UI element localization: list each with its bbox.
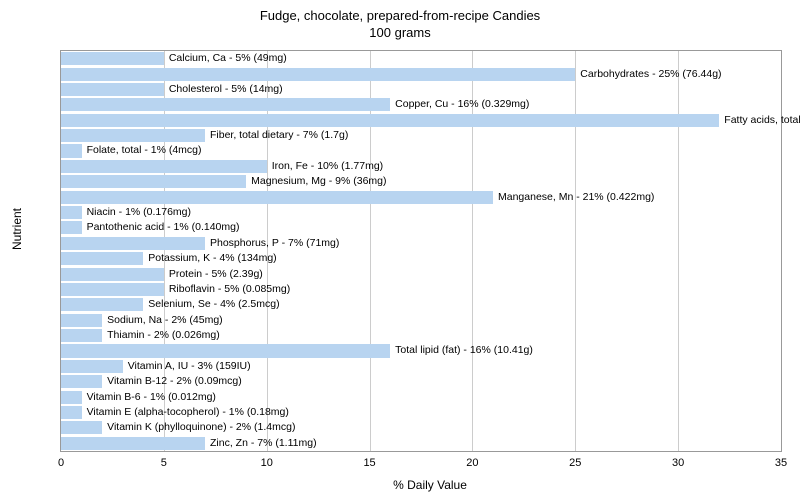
bar: Folate, total - 1% (4mcg) [61, 144, 82, 157]
bar-label: Pantothenic acid - 1% (0.140mg) [82, 221, 240, 234]
x-tick-label: 25 [569, 457, 581, 469]
bar-label: Potassium, K - 4% (134mg) [143, 252, 276, 265]
x-tick-label: 35 [775, 457, 787, 469]
x-tick-label: 15 [363, 457, 375, 469]
bar-label: Vitamin B-12 - 2% (0.09mcg) [102, 375, 242, 388]
bar-label: Magnesium, Mg - 9% (36mg) [246, 175, 386, 188]
bar-label: Copper, Cu - 16% (0.329mg) [390, 98, 529, 111]
bar-label: Total lipid (fat) - 16% (10.41g) [390, 344, 533, 357]
gridline [575, 51, 576, 451]
bar: Cholesterol - 5% (14mg) [61, 83, 164, 96]
gridline [678, 51, 679, 451]
bar: Fatty acids, total saturated - 32% (6.44… [61, 114, 719, 127]
bar: Pantothenic acid - 1% (0.140mg) [61, 221, 82, 234]
bar-label: Protein - 5% (2.39g) [164, 268, 263, 281]
plot-area: 05101520253035Calcium, Ca - 5% (49mg)Car… [60, 50, 782, 452]
bar: Phosphorus, P - 7% (71mg) [61, 237, 205, 250]
bar: Vitamin E (alpha-tocopherol) - 1% (0.18m… [61, 406, 82, 419]
bar: Copper, Cu - 16% (0.329mg) [61, 98, 390, 111]
bar-label: Riboflavin - 5% (0.085mg) [164, 283, 290, 296]
x-tick-label: 10 [261, 457, 273, 469]
bar-label: Vitamin B-6 - 1% (0.012mg) [82, 391, 216, 404]
bar-label: Vitamin A, IU - 3% (159IU) [123, 360, 251, 373]
bar-label: Manganese, Mn - 21% (0.422mg) [493, 191, 654, 204]
bar: Vitamin B-6 - 1% (0.012mg) [61, 391, 82, 404]
bar: Thiamin - 2% (0.026mg) [61, 329, 102, 342]
bar: Iron, Fe - 10% (1.77mg) [61, 160, 267, 173]
bar: Sodium, Na - 2% (45mg) [61, 314, 102, 327]
bar-label: Thiamin - 2% (0.026mg) [102, 329, 220, 342]
bar: Protein - 5% (2.39g) [61, 268, 164, 281]
bar: Vitamin B-12 - 2% (0.09mcg) [61, 375, 102, 388]
bar-label: Vitamin E (alpha-tocopherol) - 1% (0.18m… [82, 406, 289, 419]
bar-label: Niacin - 1% (0.176mg) [82, 206, 191, 219]
bar: Zinc, Zn - 7% (1.11mg) [61, 437, 205, 450]
bar: Niacin - 1% (0.176mg) [61, 206, 82, 219]
bar: Riboflavin - 5% (0.085mg) [61, 283, 164, 296]
y-axis-label: Nutrient [10, 208, 24, 250]
bar: Potassium, K - 4% (134mg) [61, 252, 143, 265]
bar: Vitamin A, IU - 3% (159IU) [61, 360, 123, 373]
bar: Vitamin K (phylloquinone) - 2% (1.4mcg) [61, 421, 102, 434]
x-tick-label: 20 [466, 457, 478, 469]
bar-label: Cholesterol - 5% (14mg) [164, 83, 283, 96]
bar: Calcium, Ca - 5% (49mg) [61, 52, 164, 65]
bar-label: Fiber, total dietary - 7% (1.7g) [205, 129, 348, 142]
bar: Total lipid (fat) - 16% (10.41g) [61, 344, 390, 357]
chart-title: Fudge, chocolate, prepared-from-recipe C… [0, 0, 800, 42]
bar: Fiber, total dietary - 7% (1.7g) [61, 129, 205, 142]
bar-label: Fatty acids, total saturated - 32% (6.44… [719, 114, 800, 127]
bar-label: Folate, total - 1% (4mcg) [82, 144, 202, 157]
bar: Manganese, Mn - 21% (0.422mg) [61, 191, 493, 204]
bar-label: Zinc, Zn - 7% (1.11mg) [205, 437, 317, 450]
bar-label: Sodium, Na - 2% (45mg) [102, 314, 223, 327]
bar: Selenium, Se - 4% (2.5mcg) [61, 298, 143, 311]
bar-label: Carbohydrates - 25% (76.44g) [575, 68, 721, 81]
bar-label: Iron, Fe - 10% (1.77mg) [267, 160, 383, 173]
x-axis-label: % Daily Value [30, 478, 800, 492]
title-line-2: 100 grams [369, 25, 430, 40]
bar-label: Vitamin K (phylloquinone) - 2% (1.4mcg) [102, 421, 295, 434]
x-tick-label: 30 [672, 457, 684, 469]
x-tick-label: 5 [161, 457, 167, 469]
bar-label: Calcium, Ca - 5% (49mg) [164, 52, 287, 65]
bar: Magnesium, Mg - 9% (36mg) [61, 175, 246, 188]
bar: Carbohydrates - 25% (76.44g) [61, 68, 575, 81]
x-tick-label: 0 [58, 457, 64, 469]
bar-label: Phosphorus, P - 7% (71mg) [205, 237, 339, 250]
title-line-1: Fudge, chocolate, prepared-from-recipe C… [260, 8, 540, 23]
nutrient-chart: Fudge, chocolate, prepared-from-recipe C… [0, 0, 800, 500]
bar-label: Selenium, Se - 4% (2.5mcg) [143, 298, 279, 311]
